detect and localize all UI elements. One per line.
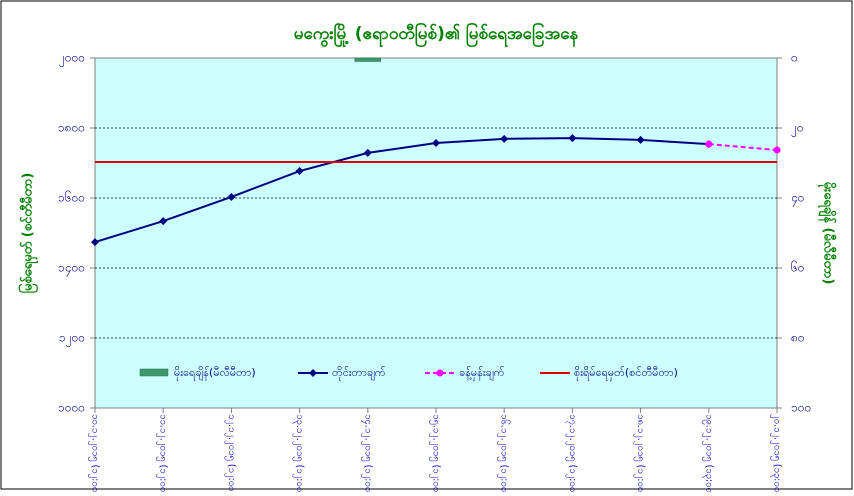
y2-tick-label: ၁၀၀ — [791, 401, 811, 415]
legend-swatch — [139, 368, 169, 377]
data-point — [432, 139, 440, 148]
series-line — [708, 143, 778, 152]
y-tick-label: ၁၂၀၀ — [59, 331, 85, 348]
legend-label: မိုးရေချိန်(မီလီမီတာ) — [174, 366, 256, 381]
x-tick-label: ၁၉.၁၂.၂၀၁၅ (၁၃:၀၀) — [702, 414, 714, 492]
legend-label: ခန့်မှန်းချက် — [459, 366, 505, 381]
x-tick-label: ၁၂.၁၂.၂၀၁၅ (၁၂:၀၀) — [225, 414, 237, 492]
legend-label: တိုင်းတာချက် — [332, 366, 386, 381]
y-tick-label: ၁၈၀၀ — [58, 121, 85, 135]
x-tick-label: ၁၁.၁၂.၂၀၁၅ (၁၂:၀၀) — [157, 414, 169, 492]
legend-marker — [436, 369, 444, 377]
series-line — [94, 137, 709, 244]
x-tick-label: ၁၃.၁၂.၂၀၁၅ (၁၂:၀၀) — [293, 414, 305, 492]
data-point — [500, 134, 509, 143]
y2-tick-label: ၄၀ — [791, 191, 805, 208]
plot-area — [94, 57, 778, 409]
x-tick-label: ၁၇.၁၂.၂၀၁၅ (၁၂:၀၀) — [566, 414, 578, 492]
data-point — [227, 192, 236, 201]
legend-item: စိုးရိမ်ရေမှတ်(စင်တီမီတာ) — [540, 366, 678, 381]
data-point — [91, 238, 99, 247]
y2-axis-title: မိုးရေချိန် (မီလီမီတာ) — [818, 182, 838, 285]
y2-tick-label: ၈၀ — [791, 331, 805, 345]
data-point — [363, 148, 372, 157]
rain-bar — [354, 57, 382, 62]
x-tick-label: ၁၈.၁၂.၂၀၁၅ (၁၂:၀၀) — [634, 414, 646, 492]
y-axis-title: မြစ်ရေမှတ် (စင်တီမီတာ) — [18, 173, 39, 294]
legend-marker — [309, 369, 317, 377]
y2-tick-label: ၂၀ — [791, 121, 804, 138]
data-point — [295, 167, 304, 176]
x-tick-label: ၁၆.၁၂.၂၀၁၅ (၁၂:၀၀) — [498, 414, 510, 492]
y2-tick-label: ၆၀ — [791, 260, 805, 275]
y-tick-label: ၁၀၀၀ — [58, 401, 85, 415]
data-point — [636, 135, 645, 144]
legend-item: တိုင်းတာချက် — [298, 366, 386, 381]
legend-label: စိုးရိမ်ရေမှတ်(စင်တီမီတာ) — [574, 366, 678, 381]
y-tick-label: ၂၀၀၀ — [59, 51, 85, 68]
chart-title: မကွေးမြို့ (ဧရာဝတီမြစ်)၏ မြစ်ရေအခြေအနေ — [294, 21, 579, 48]
y-tick-label: ၁၆၀၀ — [58, 190, 85, 205]
data-point — [705, 140, 713, 148]
x-tick-label: ၁၅.၁၂.၂၀၁၅ (၁၂:၀၀) — [430, 414, 442, 492]
x-tick-label: ၁၀.၁၂.၂၀၁၅ (၁၂:၀၀) — [89, 414, 101, 492]
data-point — [159, 217, 168, 226]
y2-tick-label: ၀ — [791, 51, 798, 65]
legend-item: မိုးရေချိန်(မီလီမီတာ) — [139, 366, 256, 381]
data-point — [568, 134, 577, 143]
x-tick-label: ၂၀.၁၂.၂၀၁၅ (၁၃:၀၀) — [771, 414, 783, 492]
data-point — [773, 146, 781, 154]
y-tick-label: ၁၄၀၀ — [58, 261, 85, 278]
legend-item: ခန့်မှန်းချက် — [425, 366, 505, 381]
x-tick-label: ၁၄.၁၂.၂၀၁၅ (၁၂:၀၀) — [361, 414, 373, 492]
